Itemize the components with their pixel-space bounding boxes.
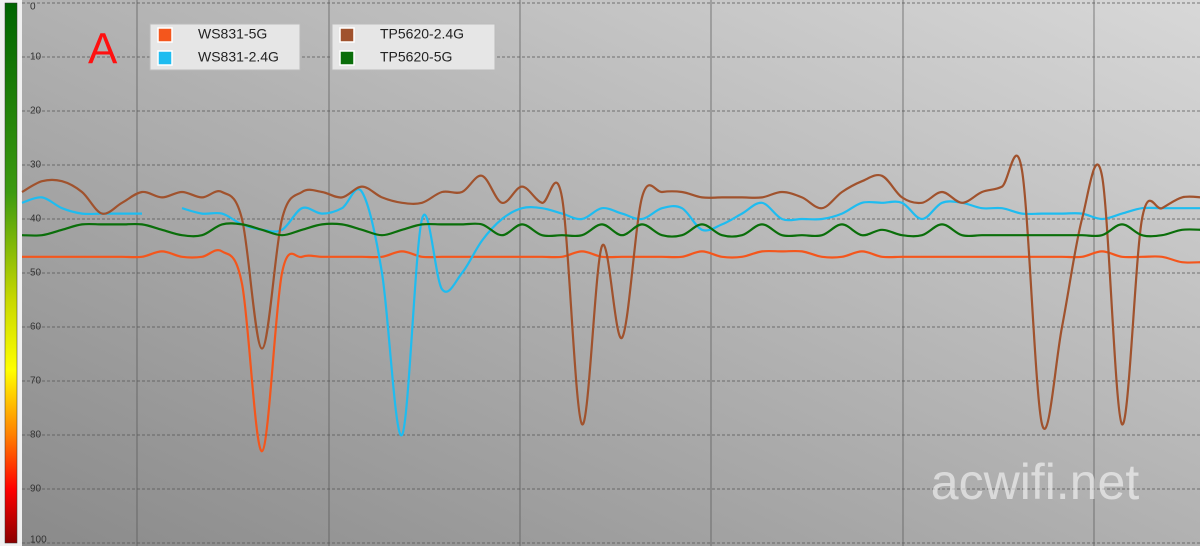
legend-swatch: [339, 50, 355, 66]
legend-box: [331, 23, 496, 71]
y-tick-label: 50: [30, 268, 42, 279]
y-tick-label: 60: [30, 322, 42, 333]
legend-swatch: [339, 27, 355, 43]
legend-label: TP5620-2.4G: [380, 26, 464, 42]
y-tick-label: 0: [30, 2, 36, 13]
color-scale: [4, 2, 18, 544]
series-line: [21, 222, 1200, 238]
y-tick-label: 10: [30, 52, 42, 63]
panel-label: A: [88, 25, 118, 74]
y-tick-label: 30: [30, 160, 42, 171]
legend-box: [149, 23, 301, 71]
legend-label: WS831-5G: [198, 26, 267, 42]
y-tick-label: 100: [30, 535, 47, 546]
y-tick-label: 80: [30, 430, 42, 441]
legend-label: TP5620-5G: [380, 49, 452, 65]
legend-swatch: [157, 27, 173, 43]
y-tick-label: 90: [30, 484, 42, 495]
watermark: acwifi.net: [931, 454, 1140, 510]
legend-label: WS831-2.4G: [198, 49, 279, 65]
y-tick-label: 70: [30, 376, 42, 387]
y-tick-label: 20: [30, 106, 42, 117]
y-tick-label: 40: [30, 214, 42, 225]
legend-swatch: [157, 50, 173, 66]
series-line: [21, 154, 1200, 430]
series-line: [21, 188, 1200, 437]
series-line: [21, 249, 1200, 453]
